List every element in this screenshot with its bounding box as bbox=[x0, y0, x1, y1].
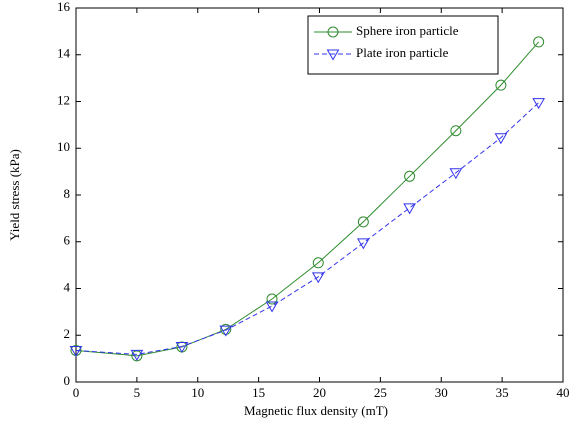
point bbox=[265, 301, 279, 313]
y-tick-label: 0 bbox=[64, 373, 71, 388]
point bbox=[219, 325, 233, 337]
legend-box bbox=[307, 15, 499, 75]
legend-label: Plate iron particle bbox=[356, 45, 449, 60]
point bbox=[403, 203, 416, 215]
y-tick-label: 6 bbox=[64, 233, 71, 248]
point bbox=[533, 36, 545, 48]
y-tick-label: 4 bbox=[64, 279, 71, 294]
x-tick-label: 5 bbox=[134, 385, 141, 400]
legend-marker bbox=[326, 49, 340, 61]
point bbox=[356, 238, 370, 250]
point bbox=[312, 257, 324, 269]
point bbox=[175, 341, 189, 353]
point bbox=[266, 293, 278, 305]
x-tick-label: 15 bbox=[252, 385, 265, 400]
y-tick-label: 14 bbox=[57, 46, 71, 61]
point bbox=[69, 345, 83, 357]
x-tick-label: 35 bbox=[496, 385, 509, 400]
point bbox=[449, 168, 463, 180]
point bbox=[130, 349, 144, 361]
x-axis-label: Magnetic flux density (mT) bbox=[244, 403, 388, 418]
point bbox=[311, 272, 325, 284]
point bbox=[532, 98, 546, 110]
y-tick-label: 16 bbox=[57, 0, 71, 14]
point bbox=[450, 125, 462, 137]
series-line bbox=[75, 102, 539, 355]
x-tick-label: 0 bbox=[73, 385, 80, 400]
legend-marker bbox=[327, 26, 339, 38]
x-tick-label: 10 bbox=[191, 385, 204, 400]
point bbox=[357, 216, 369, 228]
legend-label: Sphere iron particle bbox=[356, 23, 459, 38]
y-tick-label: 2 bbox=[64, 326, 71, 341]
x-tick-label: 20 bbox=[313, 385, 326, 400]
y-tick-label: 8 bbox=[64, 186, 71, 201]
point bbox=[495, 79, 507, 91]
y-tick-label: 10 bbox=[57, 139, 70, 154]
y-tick-label: 12 bbox=[57, 92, 70, 107]
x-tick-label: 30 bbox=[435, 385, 448, 400]
x-tick-label: 25 bbox=[374, 385, 387, 400]
y-axis-label: Yield stress (kPa) bbox=[7, 149, 22, 241]
point bbox=[494, 133, 508, 145]
point bbox=[404, 170, 416, 182]
x-tick-label: 40 bbox=[557, 385, 570, 400]
point bbox=[220, 323, 232, 335]
series-line bbox=[75, 41, 540, 357]
